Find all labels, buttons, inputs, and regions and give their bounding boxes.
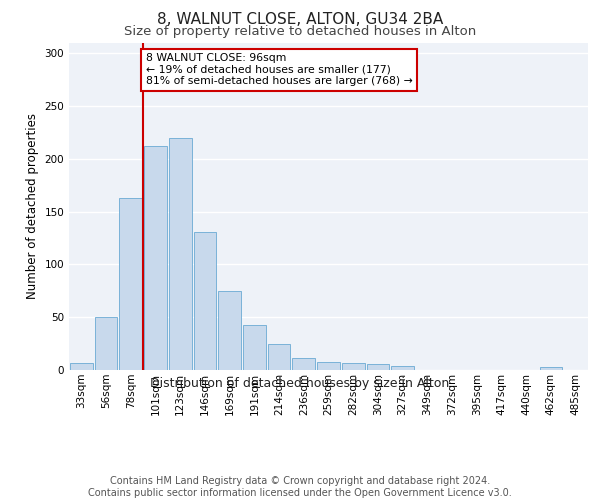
- Bar: [342, 362, 365, 370]
- Bar: [144, 146, 167, 370]
- Text: Contains HM Land Registry data © Crown copyright and database right 2024.
Contai: Contains HM Land Registry data © Crown c…: [88, 476, 512, 498]
- Bar: [391, 366, 414, 370]
- Bar: [169, 138, 191, 370]
- Bar: [70, 362, 93, 370]
- Bar: [292, 358, 315, 370]
- Bar: [367, 364, 389, 370]
- Bar: [95, 317, 118, 370]
- Y-axis label: Number of detached properties: Number of detached properties: [26, 114, 39, 299]
- Bar: [218, 291, 241, 370]
- Text: Size of property relative to detached houses in Alton: Size of property relative to detached ho…: [124, 25, 476, 38]
- Text: Distribution of detached houses by size in Alton: Distribution of detached houses by size …: [151, 378, 449, 390]
- Bar: [317, 362, 340, 370]
- Bar: [243, 324, 266, 370]
- Bar: [119, 198, 142, 370]
- Bar: [268, 344, 290, 370]
- Bar: [539, 367, 562, 370]
- Text: 8 WALNUT CLOSE: 96sqm
← 19% of detached houses are smaller (177)
81% of semi-det: 8 WALNUT CLOSE: 96sqm ← 19% of detached …: [146, 53, 412, 86]
- Bar: [194, 232, 216, 370]
- Text: 8, WALNUT CLOSE, ALTON, GU34 2BA: 8, WALNUT CLOSE, ALTON, GU34 2BA: [157, 12, 443, 28]
